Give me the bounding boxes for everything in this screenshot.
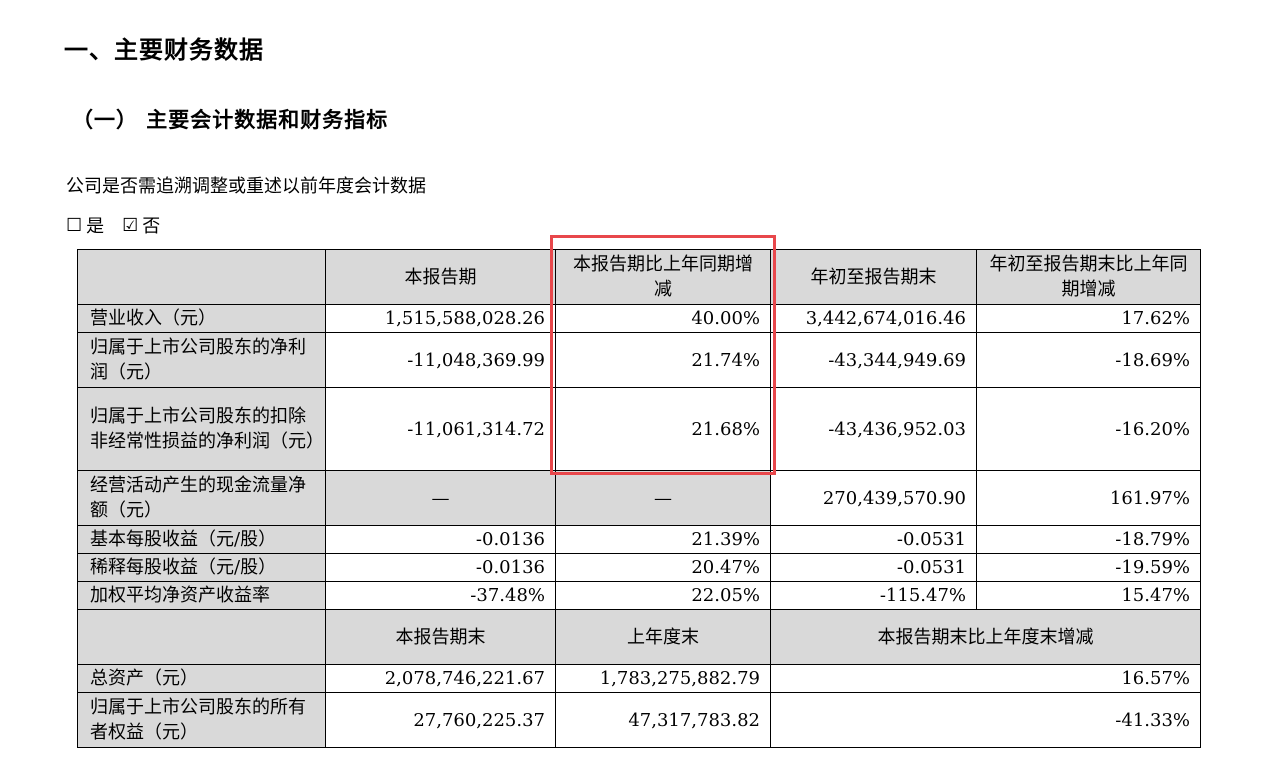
table-row: 归属于上市公司股东的扣除非经常性损益的净利润（元） -11,061,314.72… xyxy=(77,387,1201,471)
table-cell: -18.69% xyxy=(976,332,1201,388)
row-label: 稀释每股收益（元/股） xyxy=(77,553,326,582)
row-label: 归属于上市公司股东的净利润（元） xyxy=(77,332,326,388)
table-row: 总资产（元） 2,078,746,221.67 1,783,275,882.79… xyxy=(77,664,1201,693)
table-cell: — xyxy=(555,470,771,526)
table-cell: 3,442,674,016.46 xyxy=(770,304,977,333)
table-cell: 47,317,783.82 xyxy=(555,692,771,748)
header-cell xyxy=(77,609,326,665)
table-cell: 1,783,275,882.79 xyxy=(555,664,771,693)
table-cell: 17.62% xyxy=(976,304,1201,333)
table-cell: 20.47% xyxy=(555,553,771,582)
table-cell: 2,078,746,221.67 xyxy=(325,664,556,693)
header-cell: 年初至报告期末 xyxy=(770,249,977,305)
choice-yes-label: 是 xyxy=(86,216,105,237)
table-cell: -0.0136 xyxy=(325,553,556,582)
table-cell: 15.47% xyxy=(976,581,1201,610)
header-cell xyxy=(77,249,326,305)
row-label: 经营活动产生的现金流量净额（元） xyxy=(77,470,326,526)
table-cell: -115.47% xyxy=(770,581,977,610)
table-cell: -0.0531 xyxy=(770,525,977,554)
table-cell: -11,061,314.72 xyxy=(325,387,556,471)
table-cell: 27,760,225.37 xyxy=(325,692,556,748)
table-cell: 270,439,570.90 xyxy=(770,470,977,526)
row-label: 归属于上市公司股东的扣除非经常性损益的净利润（元） xyxy=(77,387,326,471)
table-cell: — xyxy=(325,470,556,526)
header-cell: 本报告期 xyxy=(325,249,556,305)
header-cell: 上年度末 xyxy=(555,609,771,665)
row-label: 总资产（元） xyxy=(77,664,326,693)
table-cell: 16.57% xyxy=(770,664,1201,693)
table-cell: -43,436,952.03 xyxy=(770,387,977,471)
header-cell: 本报告期比上年同期增减 xyxy=(555,249,771,305)
table-cell: 161.97% xyxy=(976,470,1201,526)
table-header-row: 本报告期 本报告期比上年同期增减 年初至报告期末 年初至报告期末比上年同期增减 xyxy=(77,249,1201,305)
header-cell: 本报告期末比上年度末增减 xyxy=(770,609,1201,665)
table-row: 归属于上市公司股东的所有者权益（元） 27,760,225.37 47,317,… xyxy=(77,692,1201,748)
table-cell: 22.05% xyxy=(555,581,771,610)
table-row: 经营活动产生的现金流量净额（元） — — 270,439,570.90 161.… xyxy=(77,470,1201,526)
table-header-row: 本报告期末 上年度末 本报告期末比上年度末增减 xyxy=(77,609,1201,665)
header-cell: 年初至报告期末比上年同期增减 xyxy=(976,249,1201,305)
table-cell: -11,048,369.99 xyxy=(325,332,556,388)
row-label: 基本每股收益（元/股） xyxy=(77,525,326,554)
restatement-choice: ☐ 是 ☑ 否 xyxy=(66,212,160,238)
row-label: 营业收入（元） xyxy=(77,304,326,333)
table-cell: 1,515,588,028.26 xyxy=(325,304,556,333)
table-cell: 21.68% xyxy=(555,387,771,471)
table-cell: 21.74% xyxy=(555,332,771,388)
choice-no-label: 否 xyxy=(142,216,161,237)
financial-data-table: 本报告期 本报告期比上年同期增减 年初至报告期末 年初至报告期末比上年同期增减 … xyxy=(77,249,1201,748)
section-heading: 一、主要财务数据 xyxy=(64,36,264,64)
restatement-question: 公司是否需追溯调整或重述以前年度会计数据 xyxy=(66,176,426,197)
checkbox-yes-icon: ☐ xyxy=(66,214,83,236)
table-row: 加权平均净资产收益率 -37.48% 22.05% -115.47% 15.47… xyxy=(77,581,1201,610)
row-label: 加权平均净资产收益率 xyxy=(77,581,326,610)
table-row: 营业收入（元） 1,515,588,028.26 40.00% 3,442,67… xyxy=(77,304,1201,333)
table-cell: -19.59% xyxy=(976,553,1201,582)
table-cell: -0.0136 xyxy=(325,525,556,554)
table-cell: -37.48% xyxy=(325,581,556,610)
header-cell: 本报告期末 xyxy=(325,609,556,665)
table-cell: -0.0531 xyxy=(770,553,977,582)
table-cell: 40.00% xyxy=(555,304,771,333)
table-cell: -18.79% xyxy=(976,525,1201,554)
table-row: 稀释每股收益（元/股） -0.0136 20.47% -0.0531 -19.5… xyxy=(77,553,1201,582)
checkbox-no-icon: ☑ xyxy=(122,214,139,236)
table-cell: 21.39% xyxy=(555,525,771,554)
table-cell: -41.33% xyxy=(770,692,1201,748)
table-row: 归属于上市公司股东的净利润（元） -11,048,369.99 21.74% -… xyxy=(77,332,1201,388)
table-cell: -16.20% xyxy=(976,387,1201,471)
table-cell: -43,344,949.69 xyxy=(770,332,977,388)
row-label: 归属于上市公司股东的所有者权益（元） xyxy=(77,692,326,748)
subsection-heading: （一） 主要会计数据和财务指标 xyxy=(72,108,389,132)
table-row: 基本每股收益（元/股） -0.0136 21.39% -0.0531 -18.7… xyxy=(77,525,1201,554)
